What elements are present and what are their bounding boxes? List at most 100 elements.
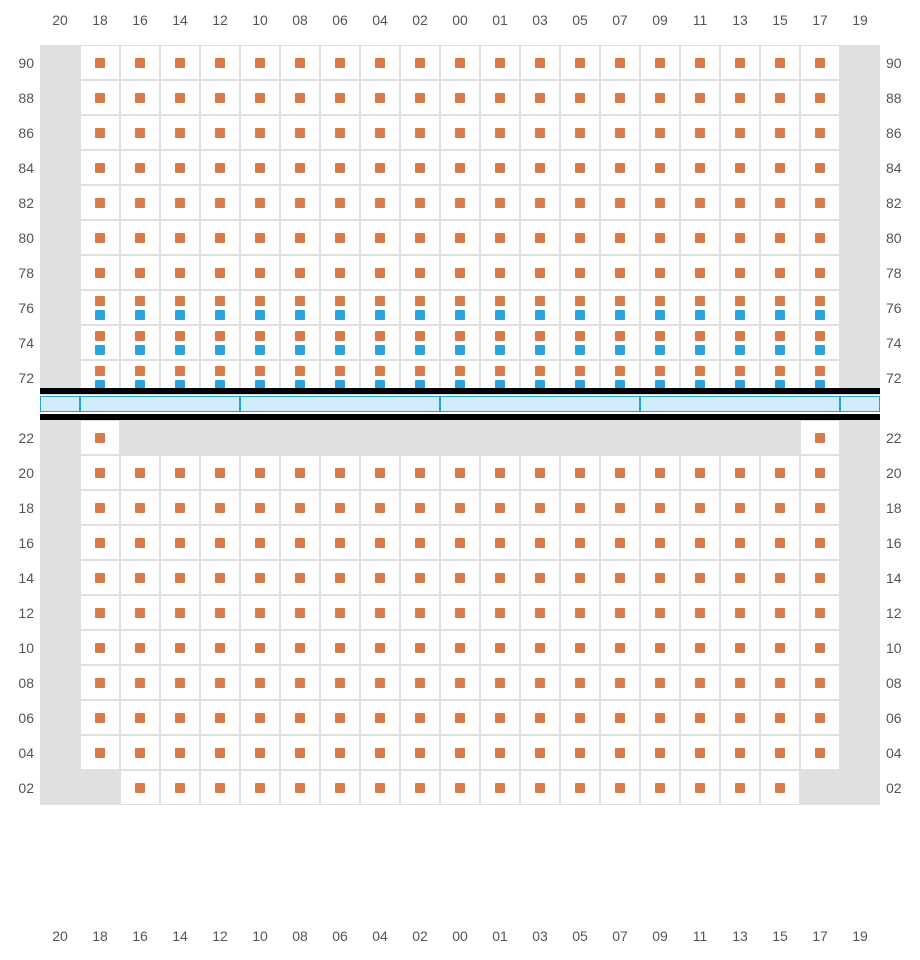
pad-orange[interactable] xyxy=(535,198,545,208)
pad-orange[interactable] xyxy=(815,268,825,278)
pad-orange[interactable] xyxy=(415,163,425,173)
pad-orange[interactable] xyxy=(735,678,745,688)
pad-orange[interactable] xyxy=(775,643,785,653)
pad-orange[interactable] xyxy=(495,573,505,583)
pad-orange[interactable] xyxy=(375,748,385,758)
pad-orange[interactable] xyxy=(495,331,505,341)
pad-orange[interactable] xyxy=(375,713,385,723)
pad-orange[interactable] xyxy=(415,573,425,583)
pad-orange[interactable] xyxy=(335,643,345,653)
pad-orange[interactable] xyxy=(495,783,505,793)
pad-orange[interactable] xyxy=(695,163,705,173)
pad-orange[interactable] xyxy=(575,713,585,723)
pad-orange[interactable] xyxy=(495,58,505,68)
pad-blue[interactable] xyxy=(455,310,465,320)
pad-blue[interactable] xyxy=(375,345,385,355)
pad-orange[interactable] xyxy=(815,608,825,618)
pad-orange[interactable] xyxy=(655,58,665,68)
pad-orange[interactable] xyxy=(215,58,225,68)
pad-orange[interactable] xyxy=(575,93,585,103)
pad-orange[interactable] xyxy=(335,163,345,173)
pad-orange[interactable] xyxy=(215,678,225,688)
pad-orange[interactable] xyxy=(655,268,665,278)
pad-blue[interactable] xyxy=(95,345,105,355)
pad-orange[interactable] xyxy=(95,503,105,513)
pad-orange[interactable] xyxy=(535,503,545,513)
pad-orange[interactable] xyxy=(135,538,145,548)
pad-orange[interactable] xyxy=(815,296,825,306)
pad-orange[interactable] xyxy=(295,678,305,688)
pad-blue[interactable] xyxy=(615,345,625,355)
pad-orange[interactable] xyxy=(415,748,425,758)
pad-blue[interactable] xyxy=(655,345,665,355)
pad-orange[interactable] xyxy=(215,538,225,548)
pad-orange[interactable] xyxy=(95,643,105,653)
pad-orange[interactable] xyxy=(215,296,225,306)
pad-orange[interactable] xyxy=(495,643,505,653)
pad-orange[interactable] xyxy=(255,713,265,723)
pad-orange[interactable] xyxy=(295,783,305,793)
pad-orange[interactable] xyxy=(215,643,225,653)
pad-blue[interactable] xyxy=(175,310,185,320)
pad-orange[interactable] xyxy=(575,296,585,306)
pad-blue[interactable] xyxy=(255,310,265,320)
pad-blue[interactable] xyxy=(735,310,745,320)
pad-orange[interactable] xyxy=(735,713,745,723)
pad-orange[interactable] xyxy=(295,268,305,278)
pad-orange[interactable] xyxy=(495,128,505,138)
pad-orange[interactable] xyxy=(735,503,745,513)
pad-blue[interactable] xyxy=(215,345,225,355)
pad-orange[interactable] xyxy=(655,296,665,306)
pad-orange[interactable] xyxy=(535,128,545,138)
pad-orange[interactable] xyxy=(135,678,145,688)
pad-orange[interactable] xyxy=(775,503,785,513)
pad-orange[interactable] xyxy=(695,331,705,341)
pad-orange[interactable] xyxy=(455,573,465,583)
pad-orange[interactable] xyxy=(775,58,785,68)
pad-orange[interactable] xyxy=(535,296,545,306)
pad-orange[interactable] xyxy=(375,468,385,478)
pad-blue[interactable] xyxy=(775,345,785,355)
pad-orange[interactable] xyxy=(815,331,825,341)
pad-orange[interactable] xyxy=(135,268,145,278)
pad-orange[interactable] xyxy=(415,608,425,618)
pad-orange[interactable] xyxy=(255,296,265,306)
pad-orange[interactable] xyxy=(415,468,425,478)
pad-blue[interactable] xyxy=(415,345,425,355)
pad-orange[interactable] xyxy=(375,331,385,341)
pad-orange[interactable] xyxy=(695,296,705,306)
pad-blue[interactable] xyxy=(815,345,825,355)
pad-orange[interactable] xyxy=(295,331,305,341)
pad-orange[interactable] xyxy=(335,783,345,793)
pad-orange[interactable] xyxy=(375,503,385,513)
pad-orange[interactable] xyxy=(335,331,345,341)
pad-orange[interactable] xyxy=(615,93,625,103)
pad-orange[interactable] xyxy=(655,783,665,793)
pad-orange[interactable] xyxy=(255,608,265,618)
pad-orange[interactable] xyxy=(495,608,505,618)
pad-orange[interactable] xyxy=(615,296,625,306)
pad-orange[interactable] xyxy=(575,608,585,618)
pad-orange[interactable] xyxy=(295,366,305,376)
pad-orange[interactable] xyxy=(135,198,145,208)
pad-orange[interactable] xyxy=(735,198,745,208)
pad-orange[interactable] xyxy=(175,268,185,278)
pad-orange[interactable] xyxy=(815,163,825,173)
pad-orange[interactable] xyxy=(455,468,465,478)
pad-orange[interactable] xyxy=(415,366,425,376)
pad-orange[interactable] xyxy=(375,58,385,68)
pad-orange[interactable] xyxy=(175,331,185,341)
pad-orange[interactable] xyxy=(815,538,825,548)
pad-orange[interactable] xyxy=(335,366,345,376)
pad-orange[interactable] xyxy=(415,643,425,653)
pad-orange[interactable] xyxy=(175,748,185,758)
pad-orange[interactable] xyxy=(775,573,785,583)
pad-orange[interactable] xyxy=(735,538,745,548)
pad-orange[interactable] xyxy=(575,538,585,548)
pad-orange[interactable] xyxy=(95,713,105,723)
pad-orange[interactable] xyxy=(695,233,705,243)
pad-orange[interactable] xyxy=(95,163,105,173)
pad-orange[interactable] xyxy=(375,233,385,243)
pad-orange[interactable] xyxy=(335,538,345,548)
pad-orange[interactable] xyxy=(535,608,545,618)
